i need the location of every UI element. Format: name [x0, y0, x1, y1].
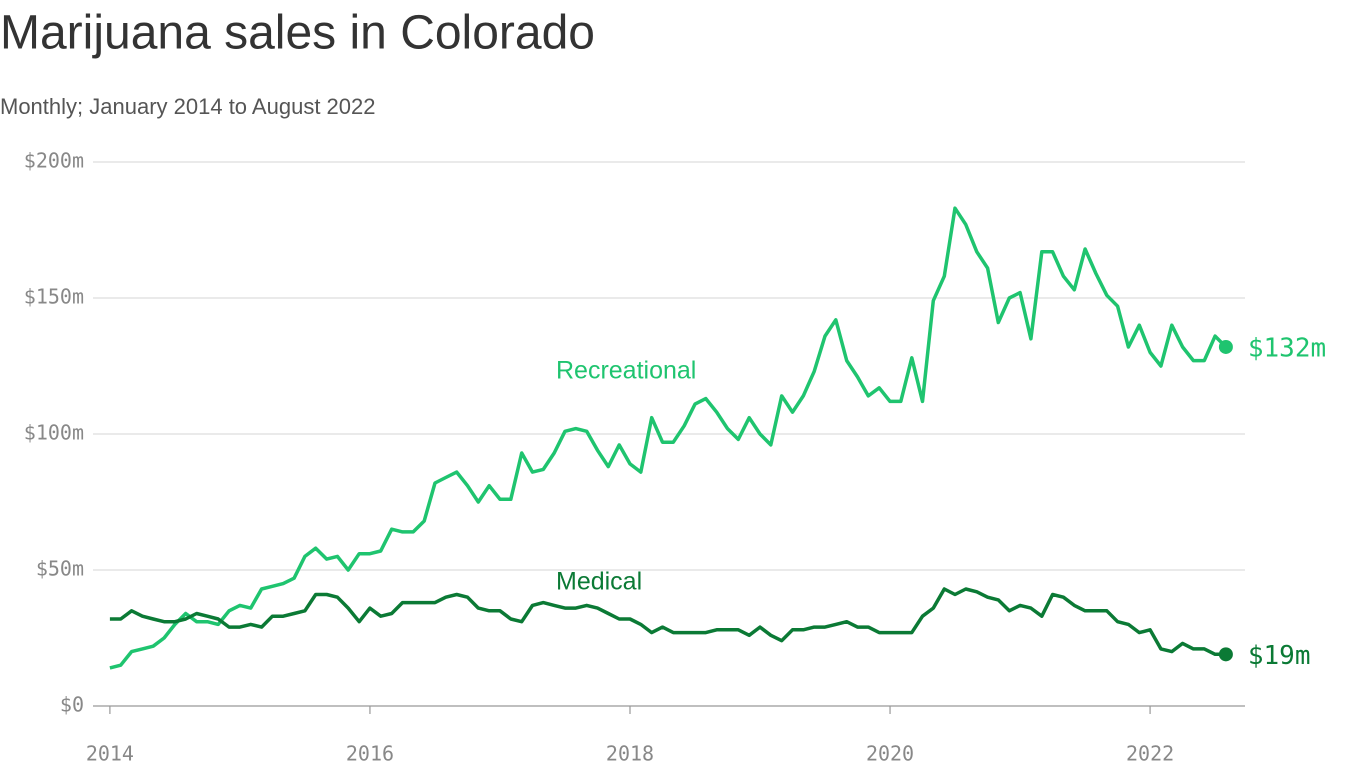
series-line [109, 587, 1226, 657]
series-label: Medical [556, 568, 642, 596]
chart-subtitle: Monthly; January 2014 to August 2022 [0, 94, 375, 119]
series-line [109, 206, 1228, 670]
y-tick-label: $50m [36, 557, 84, 581]
y-tick-label: $200m [24, 149, 84, 173]
y-tick-label: $150m [24, 285, 84, 309]
y-tick-label: $100m [24, 421, 84, 445]
chart-title: Marijuana sales in Colorado [0, 7, 595, 60]
x-tick-label: 2018 [606, 742, 654, 766]
y-tick-label: $0 [60, 693, 84, 717]
end-dot [1218, 647, 1233, 662]
end-label: $132m [1248, 333, 1326, 363]
series-label: Recreational [556, 357, 696, 385]
end-dot [1218, 339, 1233, 354]
x-tick-label: 2016 [346, 742, 394, 766]
x-tick-label: 2014 [86, 742, 134, 766]
end-label: $19m [1248, 641, 1311, 671]
x-tick-label: 2020 [866, 742, 914, 766]
x-tick-label: 2022 [1126, 742, 1174, 766]
